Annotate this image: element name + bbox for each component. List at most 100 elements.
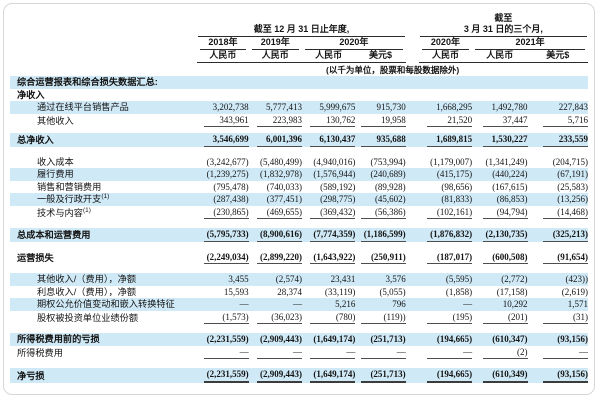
cell-value: (2,909,443) [249, 368, 302, 383]
column-gap [406, 114, 419, 128]
column-gap [406, 251, 419, 265]
year-2020-q1: 2020年 [421, 37, 470, 50]
cell-value: (1,239,275) [206, 169, 249, 179]
cell-value: (94,794) [472, 206, 528, 219]
cell-value: (1,649,174) [302, 368, 356, 383]
row-label: 通过在线平台销售产品 [37, 102, 129, 112]
cell-value: (5,055) [379, 286, 406, 297]
currency-label: 人民币 [472, 50, 528, 63]
cell-value [528, 89, 589, 102]
cell-value: 6,130,437 [302, 133, 356, 147]
table-row: 履行费用 (1,239,275) (1,832,978) (1,576,944) (24… [10, 168, 588, 181]
cell-value: (8,900,616) [249, 228, 302, 242]
cell-value: (298,775) [320, 194, 356, 204]
table-row: 净收入 [10, 89, 588, 102]
table-row: 总成本和运营费用 (5,795,733) (8,900,616) (7,774,359… [10, 228, 588, 242]
table-row: 通过在线平台销售产品 3,202,738 5,777,413 5,999,675 915… [10, 101, 588, 114]
cell-value: 915,730 [376, 102, 406, 112]
column-gap [406, 298, 419, 311]
cell-value: (1,341,249) [485, 156, 528, 167]
cell-value: 5,716 [528, 114, 588, 127]
spacer-row [10, 242, 588, 251]
cell-value: (33,119) [324, 286, 356, 297]
cell-value: (98,656) [441, 181, 473, 192]
column-gap [406, 76, 419, 89]
cell-value: (780) [302, 311, 356, 324]
cell-value: (36,023) [249, 311, 302, 324]
row-label: 销售和营销费用 [37, 181, 102, 192]
column-gap [406, 101, 419, 114]
cell-value: 15,593 [223, 286, 249, 297]
cell-value: (2,619) [561, 286, 588, 297]
unit-note-row: (以千为单位，股票和每股数据除外) [10, 63, 588, 77]
cell-value [528, 76, 589, 89]
row-label: 所得税费用 [17, 347, 63, 358]
cell-value: 5,216 [335, 299, 356, 309]
cell-value: (600,508) [472, 251, 528, 264]
cell-value: (81,833) [441, 194, 473, 204]
currency-label: 美元$ [527, 50, 588, 63]
cell-value: (119)) [355, 311, 406, 324]
year-2018: 2018年 [200, 37, 246, 50]
cell-value [197, 89, 248, 102]
cell-value: (194,665) [419, 368, 473, 383]
cell-value: 130,762 [302, 114, 356, 127]
cell-value: (240,689) [370, 169, 406, 179]
cell-value: (2) [472, 346, 528, 359]
row-label: 总成本和运营费用 [17, 230, 91, 240]
row-label: 总净收入 [17, 135, 54, 145]
cell-value: (753,994) [370, 156, 406, 167]
cell-value: (440,224) [492, 169, 528, 179]
cell-value: (377,451) [266, 194, 302, 204]
table-row: 一般及行政开支(1) (287,438) (377,451) (298,775) (45… [10, 193, 588, 206]
cell-value: 19,958 [355, 114, 406, 127]
cell-value: (2,772) [501, 274, 528, 284]
row-label: 净收入 [17, 89, 45, 100]
table-row: 股权被投资单位业绩份额 (1,573) (36,023) (780) (119)) (19… [10, 311, 588, 324]
row-label: 履行费用 [37, 169, 74, 179]
column-gap [406, 333, 419, 346]
row-label: 其他收入 [37, 115, 74, 126]
cell-value: (93,156) [528, 368, 588, 383]
spacer-row [10, 264, 588, 273]
column-gap [406, 368, 419, 383]
period-group-quarter: 截至 3 月 31 日的三个月, [419, 13, 587, 37]
cell-value: (5,595) [445, 274, 473, 284]
cell-value: (56,386) [355, 206, 406, 219]
cell-value [355, 89, 405, 102]
cell-value: (287,438) [213, 194, 249, 204]
cell-value: (5,795,733) [197, 228, 249, 242]
cell-value: (1,186,599) [355, 228, 406, 242]
cell-value [302, 76, 355, 89]
cell-value: 3,546,699 [197, 133, 249, 147]
cell-value: (102,161) [419, 206, 473, 219]
cell-value: (325,213) [528, 228, 588, 242]
cell-value: — [302, 346, 356, 359]
cell-value: 3,202,738 [212, 102, 249, 112]
cell-value: (89,928) [374, 181, 406, 192]
cell-value: — [249, 346, 302, 359]
cell-value: (204,715) [552, 156, 588, 167]
cell-value: 1,492,780 [491, 102, 528, 112]
cell-value: (1,858) [445, 286, 473, 297]
cell-value: (795,478) [213, 181, 249, 192]
cell-value: (201) [472, 311, 528, 324]
cell-value: (1,649,174) [313, 334, 356, 344]
year-2021: 2021年 [475, 37, 585, 50]
cell-value: (25,583) [557, 181, 588, 192]
cell-value: (86,853) [496, 194, 528, 204]
row-label: 净亏损 [17, 371, 45, 381]
currency-label: 人民币 [301, 50, 356, 63]
cell-value: 1,689,815 [419, 133, 473, 147]
cell-value: (2,574) [275, 274, 302, 284]
cell-value [302, 89, 355, 102]
cell-value: (740,033) [266, 181, 302, 192]
column-gap [406, 346, 419, 360]
spacer-row [10, 359, 588, 368]
year-2020: 2020年 [304, 37, 403, 50]
table-row: 其他收入 343,961 223,983 130,762 19,958 21,520 37,… [10, 114, 588, 128]
column-gap [406, 156, 419, 169]
table-header: 截至 12 月 31 日止年度, 截至 3 月 31 日的三个月, 2018年 … [10, 13, 588, 76]
cell-value: (17,158) [496, 286, 528, 297]
row-label: 收入成本 [37, 156, 74, 167]
